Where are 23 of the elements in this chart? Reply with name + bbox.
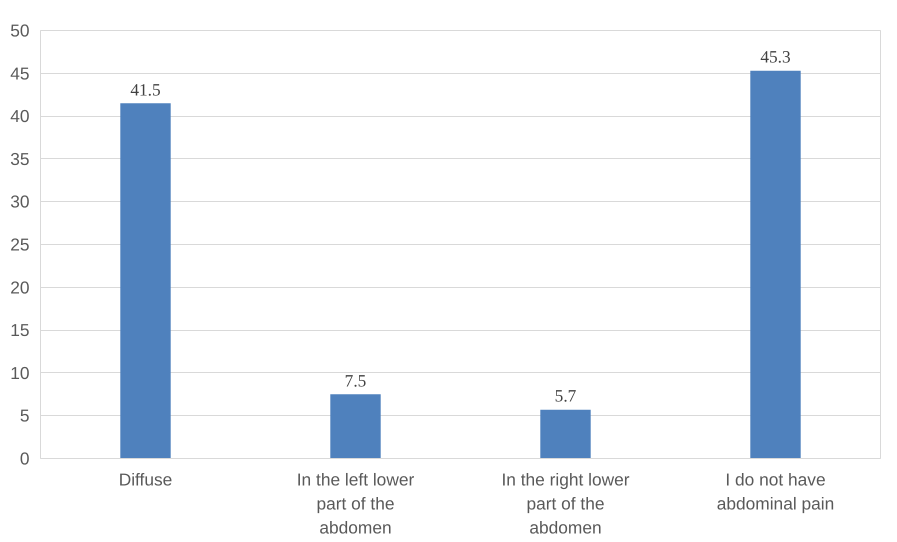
bar	[540, 410, 591, 458]
x-tick-label: In the right lower part of the abdomen	[501, 470, 630, 538]
y-tick-label: 35	[10, 148, 30, 169]
y-tick-label: 40	[10, 106, 30, 126]
x-tick-label: I do not have abdominal pain	[716, 470, 834, 514]
y-tick-label: 30	[10, 192, 30, 212]
y-tick-label: 45	[10, 63, 30, 84]
y-tick-label: 20	[10, 277, 30, 298]
y-tick-label: 50	[10, 20, 30, 40]
bar	[750, 70, 801, 458]
y-tick-label: 10	[10, 362, 30, 383]
bar	[330, 394, 381, 458]
x-tick-label: Diffuse	[118, 470, 172, 490]
y-tick-label: 25	[10, 234, 30, 254]
x-tick-label: In the left lower part of the abdomen	[296, 470, 414, 538]
data-label: 7.5	[344, 371, 366, 390]
data-label: 45.3	[760, 48, 791, 67]
y-tick-label: 0	[20, 448, 30, 468]
bar	[120, 103, 171, 458]
data-label: 41.5	[130, 80, 161, 100]
y-tick-label: 15	[10, 320, 30, 340]
y-tick-label: 5	[20, 406, 30, 426]
data-label: 5.7	[554, 386, 577, 406]
